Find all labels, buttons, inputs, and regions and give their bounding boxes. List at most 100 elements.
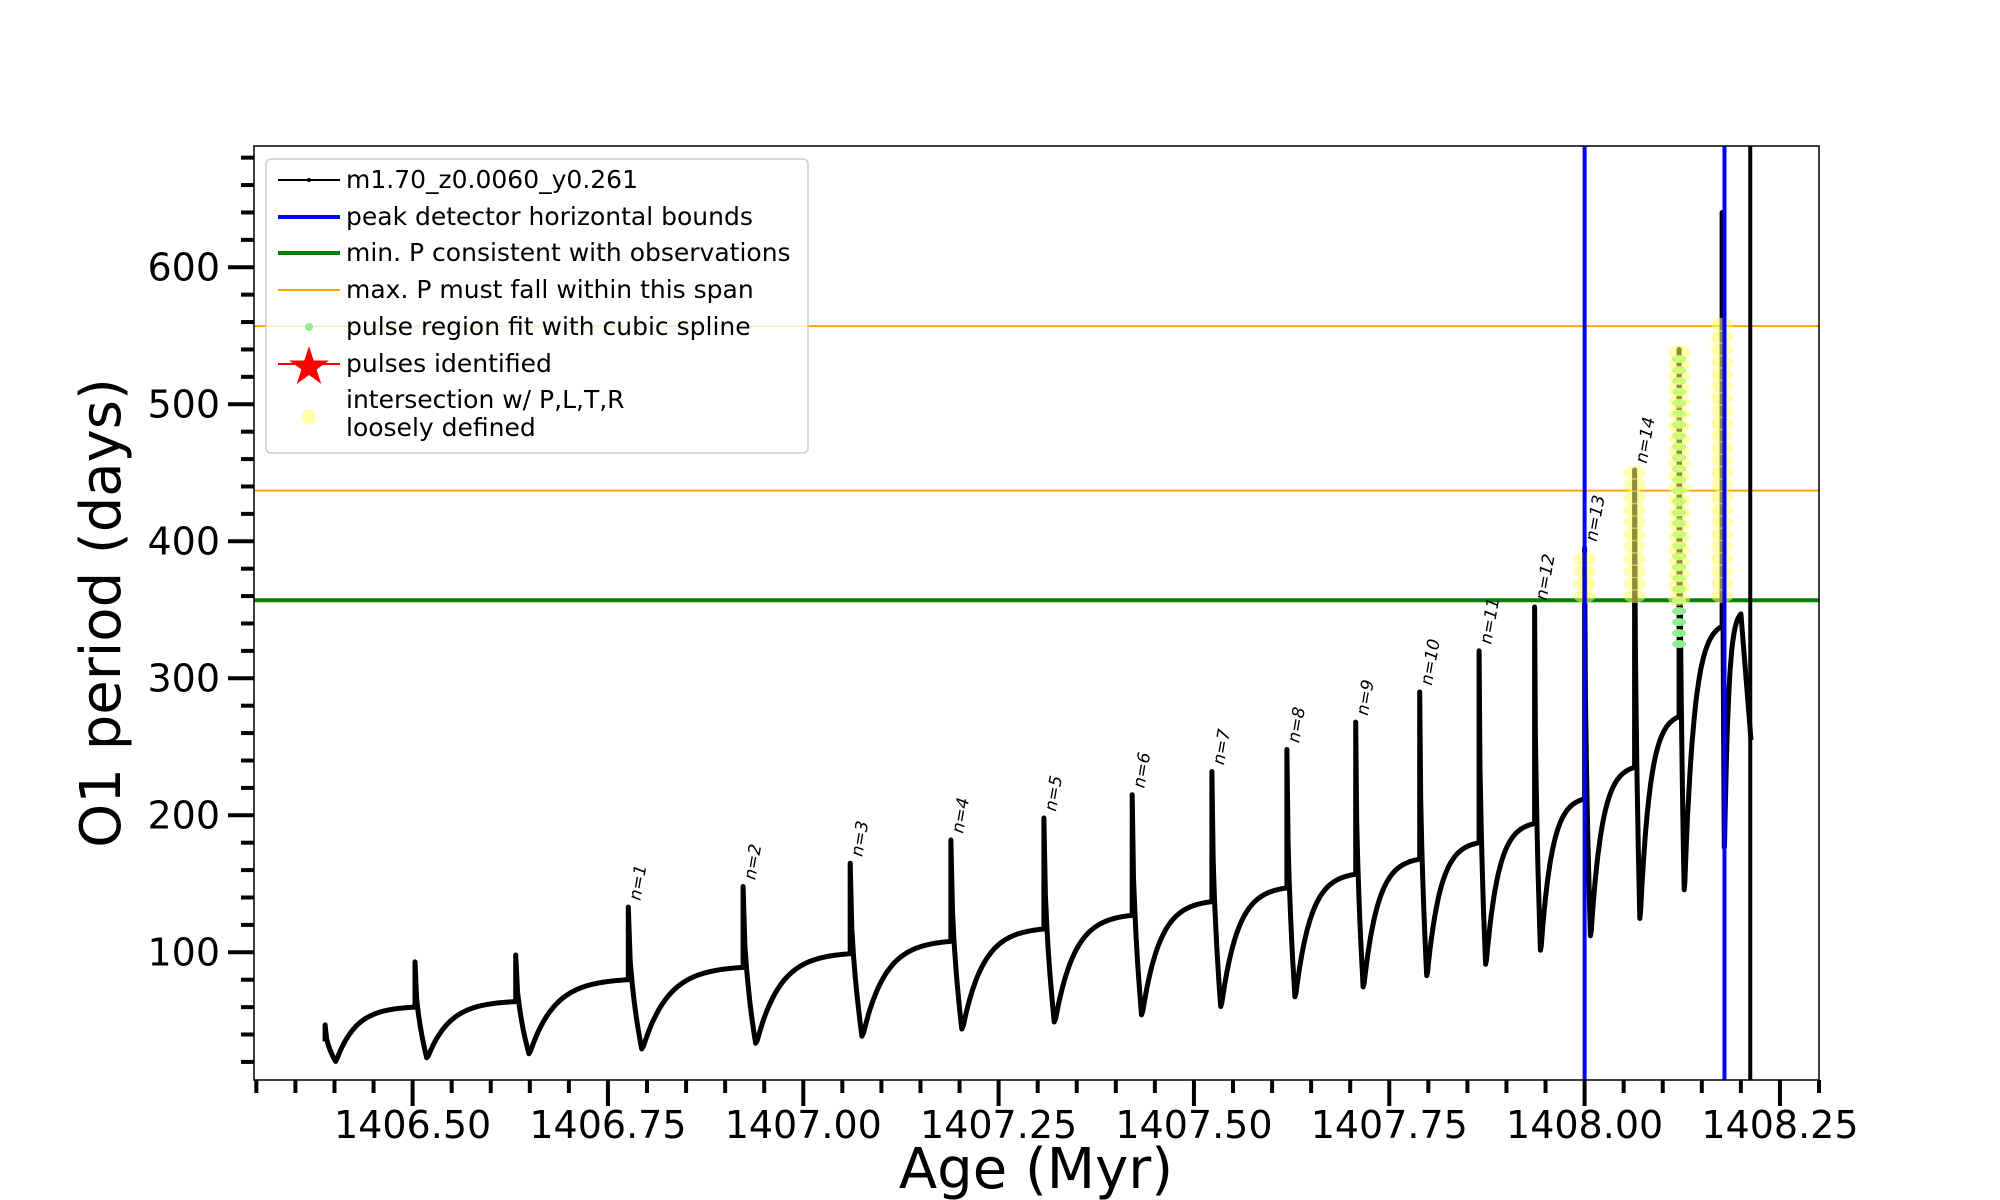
legend-box (265, 158, 809, 454)
intersection-point (1668, 542, 1691, 557)
intersection-point (1623, 502, 1646, 517)
y-tick-label: 500 (147, 382, 220, 426)
intersection-point (1668, 443, 1691, 458)
x-tick-label: 1407.75 (1311, 1103, 1468, 1147)
intersection-point (1623, 576, 1646, 591)
intersection-point (1623, 478, 1646, 493)
spline-point (1672, 607, 1687, 616)
spline-point (1672, 618, 1687, 627)
intersection-point (1711, 453, 1734, 468)
intersection-point (1711, 416, 1734, 431)
pulse-label: n=1 (625, 863, 651, 902)
legend-dot-icon (302, 409, 316, 425)
pulse-label: n=2 (740, 843, 766, 882)
intersection-point (1668, 505, 1691, 520)
intersection-point (1711, 465, 1734, 480)
pulse-label: n=12 (1532, 552, 1560, 601)
intersection-point (1711, 428, 1734, 443)
plot-area: n=1 n=2 n=3 n=4 n=5 n=6 n=7 n=8 n=9 n=10 n=11 n=12 n… (254, 146, 1819, 1080)
y-axis-label: O1 period (days) (69, 378, 134, 848)
legend-label: intersection w/ P,L,T,R (346, 385, 625, 414)
legend-label: m1.70_z0.0060_y0.261 (346, 165, 638, 194)
intersection-point (1711, 539, 1734, 554)
intersection-point (1711, 589, 1734, 604)
intersection-point (1668, 567, 1691, 582)
pulse-label: n=14 (1632, 415, 1660, 464)
intersection-point (1711, 564, 1734, 579)
intersection-point (1668, 530, 1691, 545)
intersection-point (1668, 493, 1691, 508)
legend-label: loosely defined (346, 413, 536, 442)
intersection-point (1711, 342, 1734, 357)
intersection-point (1668, 591, 1691, 606)
legend-label: min. P consistent with observations (346, 238, 791, 267)
intersection-point (1623, 527, 1646, 542)
intersection-point (1711, 552, 1734, 567)
intersection-point (1623, 564, 1646, 579)
intersection-point (1711, 515, 1734, 530)
intersection-point (1711, 367, 1734, 382)
intersection-point (1711, 330, 1734, 345)
legend-star-icon (289, 346, 329, 384)
pulse-label: n=10 (1417, 637, 1445, 686)
spline-point (1672, 629, 1687, 638)
legend-dot-icon (305, 323, 313, 331)
legend-dot-icon (307, 178, 311, 182)
x-tick-label: 1406.75 (529, 1103, 686, 1147)
intersection-point (1668, 480, 1691, 495)
intersection-point (1668, 406, 1691, 421)
x-tick-label: 1407.00 (725, 1103, 882, 1147)
intersection-point (1668, 369, 1691, 384)
intersection-point (1668, 419, 1691, 434)
pulse-label: n=9 (1353, 678, 1379, 717)
intersection-point (1711, 490, 1734, 505)
legend-label: pulses identified (346, 349, 552, 378)
intersection-point (1711, 576, 1734, 591)
series-line (322, 210, 1754, 1064)
x-tick-label: 1406.50 (334, 1103, 491, 1147)
intersection-point (1711, 478, 1734, 493)
x-tick-label: 1408.25 (1701, 1103, 1858, 1147)
intersection-point (1711, 354, 1734, 369)
intersection-point (1668, 345, 1691, 360)
intersection-point (1668, 357, 1691, 372)
x-tick-label: 1407.50 (1115, 1103, 1272, 1147)
intersection-point (1711, 527, 1734, 542)
pulse-label: n=7 (1209, 727, 1235, 766)
intersection-point (1668, 579, 1691, 594)
y-axis: 100 200 300 400 500 600 (147, 155, 254, 1064)
x-axis: 1406.50 1406.75 1407.00 1407.25 1407.50 1407.… (254, 1080, 1859, 1147)
x-tick-label: 1407.25 (920, 1103, 1077, 1147)
x-tick-label: 1408.00 (1506, 1103, 1663, 1147)
intersection-point (1623, 589, 1646, 604)
y-tick-label: 300 (147, 656, 220, 700)
intersection-point (1623, 465, 1646, 480)
intersection-point (1668, 456, 1691, 471)
spline-point (1672, 640, 1687, 649)
y-tick-label: 100 (147, 930, 220, 974)
intersection-point (1623, 539, 1646, 554)
intersection-point (1711, 391, 1734, 406)
y-tick-label: 200 (147, 793, 220, 837)
intersection-point (1711, 317, 1734, 332)
legend-label: max. P must fall within this span (346, 275, 754, 304)
intersection-point (1711, 379, 1734, 394)
intersection-point (1668, 517, 1691, 532)
pulse-label: n=8 (1284, 705, 1310, 744)
legend-label: peak detector horizontal bounds (346, 202, 753, 231)
intersection-point (1711, 502, 1734, 517)
pulse-label: n=3 (847, 819, 873, 858)
intersection-point (1623, 515, 1646, 530)
y-tick-label: 400 (147, 519, 220, 563)
pulse-label: n=5 (1041, 774, 1067, 813)
y-tick-label: 600 (147, 245, 220, 289)
intersection-point (1668, 382, 1691, 397)
intersection-point (1668, 431, 1691, 446)
intersection-point (1711, 404, 1734, 419)
intersection-point (1668, 554, 1691, 569)
x-axis-label: Age (Myr) (899, 1137, 1173, 1200)
legend-label: pulse region fit with cubic spline (346, 312, 751, 341)
intersection-point (1623, 490, 1646, 505)
